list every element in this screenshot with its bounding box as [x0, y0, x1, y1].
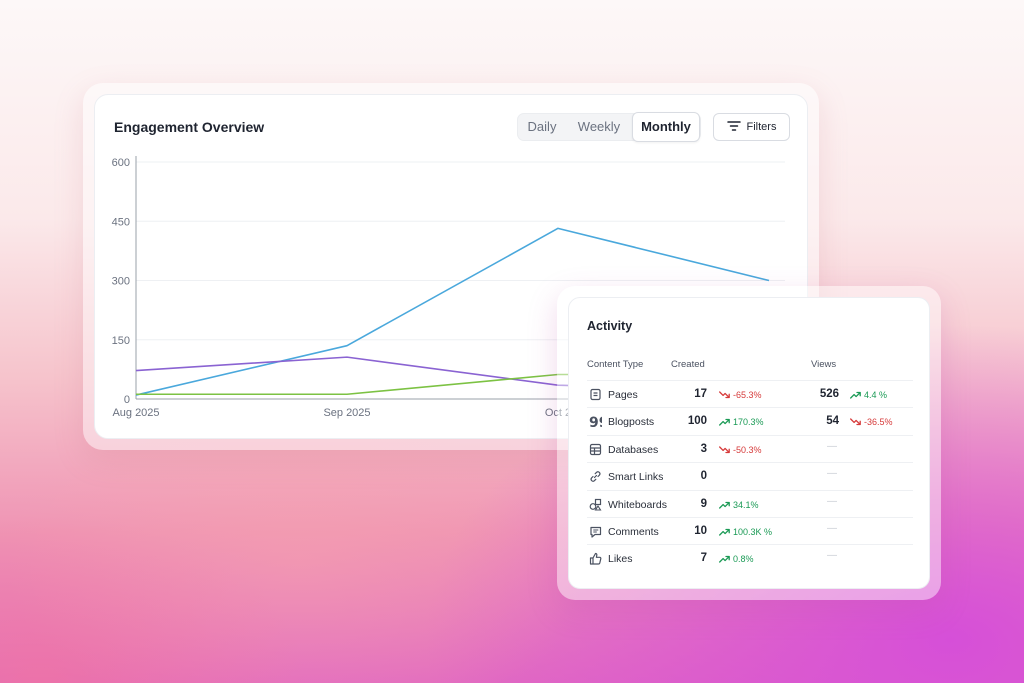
created-count: 0	[700, 470, 707, 483]
tab-daily[interactable]: Daily	[527, 119, 557, 134]
row-label: Comments	[608, 526, 659, 538]
created-count: 100	[687, 415, 707, 428]
created-count: 3	[700, 442, 707, 455]
views-count: 54	[826, 415, 839, 428]
y-tick-label: 300	[112, 276, 130, 288]
created-change: -50.3%	[719, 445, 762, 455]
comment-icon	[589, 525, 602, 538]
page-icon	[589, 388, 602, 401]
views-count: 526	[819, 388, 839, 400]
activity-row: Comments 10 100.3K % —	[587, 517, 913, 544]
header-content-type: Content Type	[587, 359, 644, 370]
period-segmented-control: Daily Weekly Monthly	[517, 112, 701, 142]
tab-weekly[interactable]: Weekly	[577, 119, 621, 134]
views-empty-dash: —	[827, 523, 837, 534]
link-icon	[589, 470, 602, 483]
filters-button[interactable]: Filters	[713, 113, 790, 141]
activity-row: Pages 17 -65.3% 526 4.4 %	[587, 380, 913, 407]
activity-row: Smart Links 0 —	[587, 462, 913, 489]
views-change: 4.4 %	[850, 390, 887, 400]
filters-label: Filters	[746, 121, 777, 133]
created-count: 9	[700, 497, 707, 510]
x-tick-label: Oct 2	[545, 407, 571, 419]
svg-text:99: 99	[589, 415, 602, 428]
views-change: -36.5%	[850, 417, 893, 427]
x-tick-label: Aug 2025	[112, 407, 159, 419]
views-empty-dash: —	[827, 468, 837, 480]
header-views: Views	[811, 359, 837, 370]
created-count: 10	[694, 525, 707, 537]
y-tick-label: 450	[112, 216, 130, 228]
activity-row: Likes 7 0.8% —	[587, 544, 913, 571]
row-label: Databases	[608, 443, 659, 456]
activity-card: Activity Content Type Created Views Page…	[568, 297, 930, 589]
created-change: 170.3%	[719, 417, 764, 427]
series-line-1	[135, 227, 770, 396]
database-icon	[589, 443, 602, 456]
row-label: Blogposts	[608, 416, 655, 429]
tab-monthly[interactable]: Monthly	[632, 112, 700, 142]
x-tick-label: Sep 2025	[323, 407, 370, 419]
header-created: Created	[671, 359, 705, 370]
created-change: -65.3%	[719, 390, 762, 400]
row-label: Likes	[608, 553, 633, 566]
created-change: 100.3K %	[719, 527, 772, 537]
activity-row: Databases 3 -50.3% —	[587, 434, 913, 462]
row-label: Smart Links	[608, 471, 664, 484]
y-tick-label: 150	[112, 335, 130, 347]
views-empty-dash: —	[827, 550, 837, 562]
activity-row: Whiteboards 9 34.1% —	[587, 489, 913, 517]
row-label: Whiteboards	[608, 498, 667, 511]
shapes-icon	[589, 498, 602, 511]
filter-icon	[726, 120, 741, 135]
views-empty-dash: —	[827, 440, 837, 452]
y-tick-label: 600	[112, 157, 130, 169]
engagement-title: Engagement Overview	[114, 119, 265, 135]
created-change: 34.1%	[719, 500, 759, 510]
quote-icon: 99	[589, 415, 602, 428]
y-tick-label: 0	[124, 394, 130, 406]
row-label: Pages	[608, 389, 638, 401]
created-count: 7	[700, 552, 707, 565]
created-change: 0.8%	[719, 554, 754, 564]
views-empty-dash: —	[827, 495, 837, 507]
activity-row: 99 Blogposts 100 170.3% 54 -36.5%	[587, 407, 913, 434]
created-count: 17	[694, 388, 707, 400]
thumbs-up-icon	[589, 552, 602, 565]
activity-title: Activity	[587, 319, 633, 333]
